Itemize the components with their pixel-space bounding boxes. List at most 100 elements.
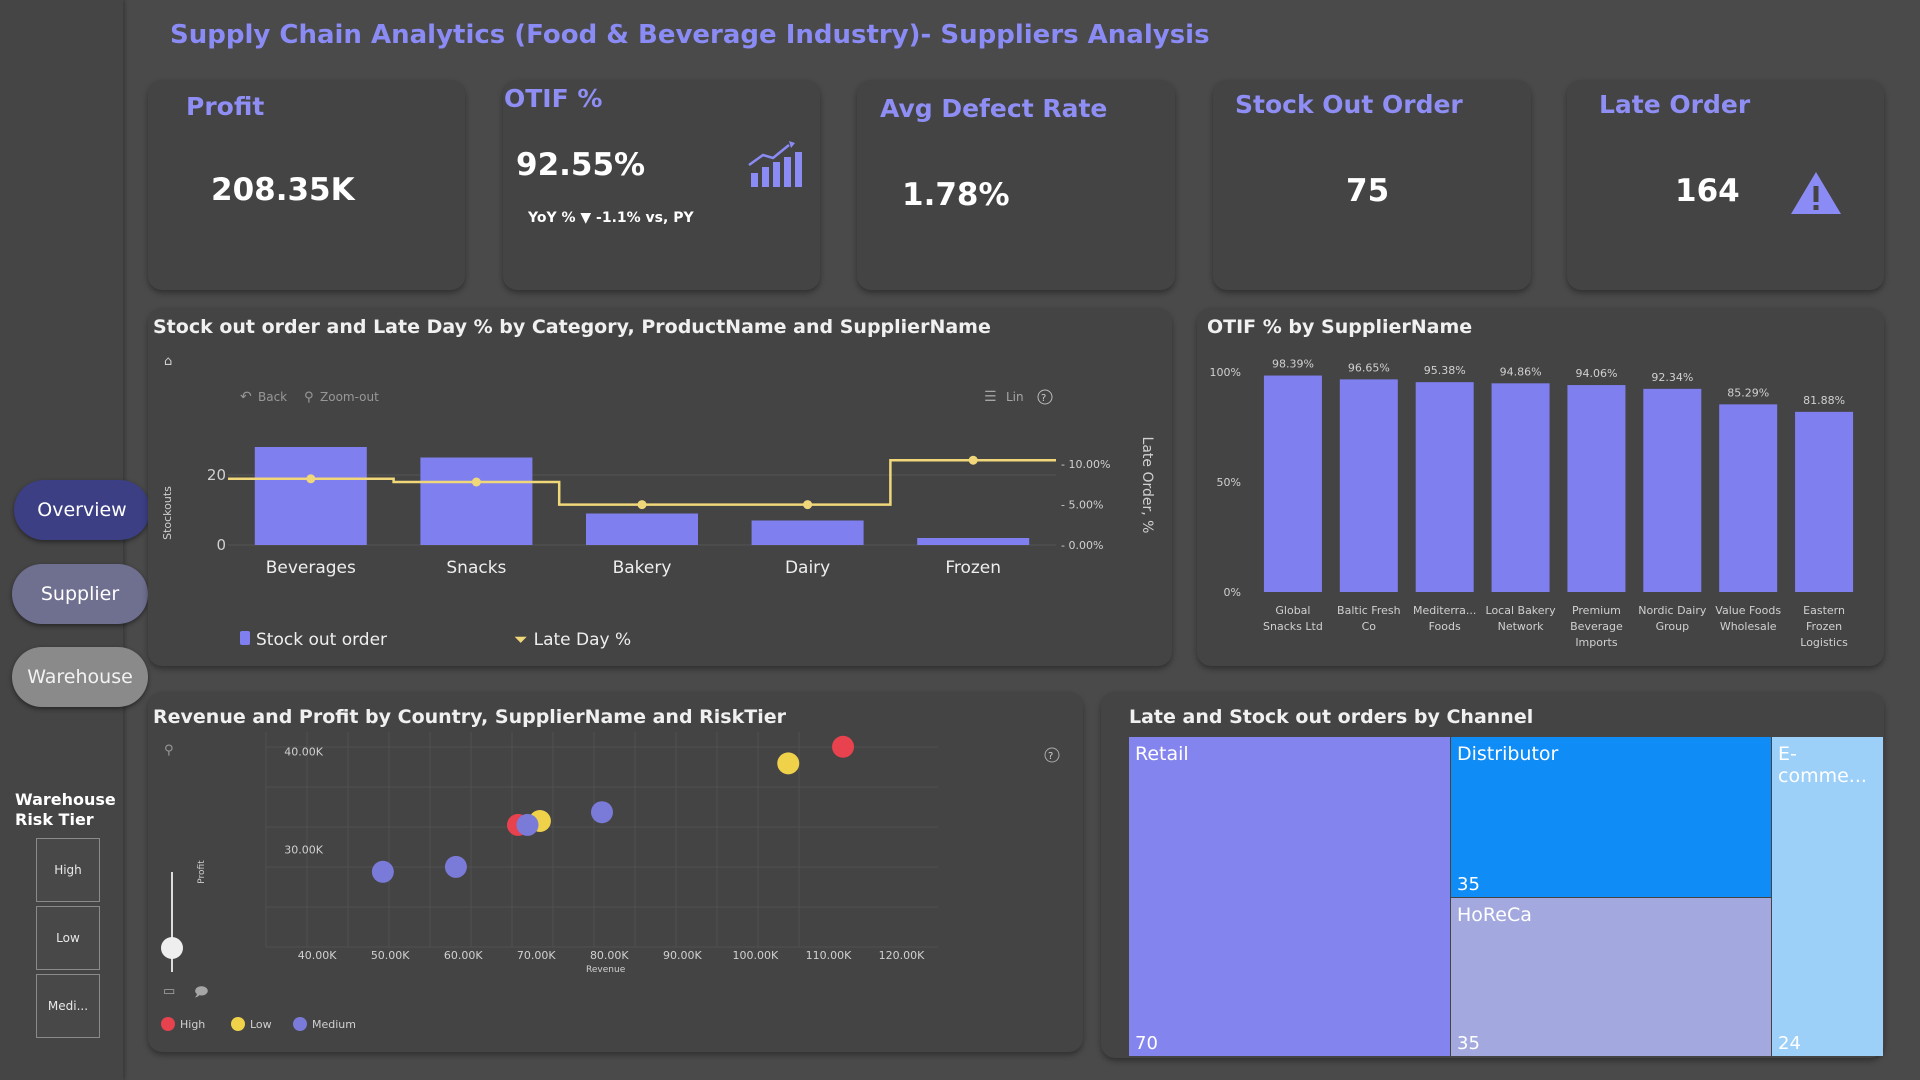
category-label: Snacks [446, 558, 506, 578]
help-icon [1044, 747, 1060, 763]
slicer-title: Warehouse Risk Tier [15, 790, 116, 829]
treemap-value: 35 [1457, 874, 1480, 895]
data-label: 92.34% [1651, 371, 1693, 384]
late-day-point [637, 500, 647, 510]
back-button[interactable]: Back [258, 390, 287, 404]
y-axis-title: Profit [197, 860, 207, 884]
legend-label: High [180, 1018, 205, 1031]
kpi-title: Late Order [1599, 90, 1751, 119]
otif-bar [1567, 385, 1626, 592]
x-tick-label: 80.00K [590, 949, 629, 962]
data-label: 95.38% [1424, 364, 1466, 377]
x-tick-label: 60.00K [444, 949, 483, 962]
scatter-point-medium[interactable] [371, 860, 394, 883]
left-tick-label: 0 [216, 536, 226, 554]
treemap-value: 24 [1778, 1033, 1801, 1054]
otif-bar [1795, 411, 1854, 592]
legend-marker [161, 1017, 175, 1031]
x-tick-label: 120.00K [879, 949, 925, 962]
y-axis-title: Stockouts [161, 486, 174, 540]
kpi-title: Avg Defect Rate [880, 94, 1108, 123]
svg-text:?: ? [1041, 393, 1046, 404]
lin-button[interactable]: Lin [1006, 390, 1024, 404]
kpi-title: Profit [186, 92, 265, 121]
otif-chart: 0% 50% 100% 98.39% Global Snacks Ltd 96.65% Bal… [1210, 358, 1854, 649]
late-day-point [803, 500, 813, 510]
legend-label: Stock out order [256, 630, 388, 650]
otif-bar [1339, 379, 1398, 592]
category-label: Nordic Dairy Group [1638, 604, 1707, 633]
image-icon: ▭ [163, 984, 175, 999]
visual-title: Late and Stock out orders by Channel [1129, 706, 1534, 728]
otif-chart-card: OTIF % by SupplierName 0% 50% 100% 98.39% Gl… [1197, 308, 1884, 666]
visual-title: OTIF % by SupplierName [1207, 316, 1473, 338]
slicer-item-high[interactable]: High [36, 838, 100, 902]
legend-label: Medium [312, 1018, 356, 1031]
treemap-label: Retail [1135, 743, 1189, 765]
right-tick-label: - 0.00% [1061, 539, 1103, 552]
late-day-point [471, 477, 481, 487]
late-day-point [306, 474, 316, 484]
nav-overview-button[interactable]: Overview [14, 480, 150, 540]
kpi-value: 92.55% [516, 147, 646, 183]
kpi-title: OTIF % [504, 84, 603, 113]
scatter-point-high[interactable] [832, 735, 855, 758]
scatter-point-medium[interactable] [516, 813, 539, 836]
category-label: Dairy [785, 558, 830, 578]
scatter-point-low[interactable] [777, 752, 800, 775]
page-title: Supply Chain Analytics (Food & Beverage … [170, 20, 1210, 50]
legend-stockout-order[interactable]: Stock out order [240, 630, 387, 650]
scatter-chart-card: Revenue and Profit by Country, SupplierN… [148, 692, 1083, 1052]
kpi-value: 208.35K [211, 172, 355, 208]
back-icon: ↶ [240, 389, 252, 405]
x-tick-label: 110.00K [806, 949, 852, 962]
legend-late-day[interactable]: ⏷ Late Day % [514, 630, 632, 650]
list-icon: ☰ [984, 389, 997, 405]
kpi-card-profit: Profit 208.35K [148, 80, 465, 290]
slicer-item-medium[interactable]: Medi... [36, 974, 100, 1038]
scatter-point-medium[interactable] [444, 855, 467, 878]
nav-warehouse-button[interactable]: Warehouse [12, 647, 148, 707]
treemap-cell-distributor[interactable]: Distributor 35 [1451, 737, 1771, 897]
category-label: Global Snacks Ltd [1263, 604, 1323, 633]
kpi-card-defect-rate: Avg Defect Rate 1.78% [857, 80, 1175, 290]
treemap-cell-retail[interactable]: Retail 70 [1129, 737, 1450, 1056]
kpi-title: Stock Out Order [1235, 90, 1463, 119]
slicer-item-low[interactable]: Low [36, 906, 100, 970]
late-day-line [228, 458, 1056, 506]
treemap-cell-ecommerce[interactable]: E-comme... 24 [1772, 737, 1883, 1056]
treemap-cell-horeca[interactable]: HoReCa 35 [1451, 898, 1771, 1056]
treemap-label: HoReCa [1457, 904, 1532, 926]
zoom-out-icon: ⚲ [304, 390, 314, 405]
category-label: Premium Beverage Imports [1570, 604, 1623, 649]
kpi-card-otif: OTIF % 92.55% YoY % ▼ -1.1% vs, PY [503, 80, 820, 290]
data-label: 85.29% [1727, 386, 1769, 399]
yoy-label: YoY % [528, 210, 576, 226]
zoom-slider-handle[interactable] [161, 937, 183, 959]
stockout-bar [917, 538, 1030, 545]
zoom-out-button[interactable]: Zoom-out [320, 390, 379, 404]
yoy-value: -1.1% vs, PY [596, 210, 694, 226]
otif-bar [1415, 382, 1474, 592]
svg-text:?: ? [1048, 751, 1053, 762]
kpi-value: 164 [1675, 173, 1740, 209]
treemap-label: E-comme... [1778, 743, 1867, 787]
category-label: Frozen [945, 558, 1001, 578]
warning-triangle-icon [1791, 172, 1841, 214]
x-axis-title: Revenue [586, 965, 626, 975]
kpi-value: 1.78% [902, 177, 1010, 213]
otif-bar [1263, 375, 1322, 592]
category-label: Eastern Frozen Logistics [1800, 604, 1848, 649]
data-label: 94.06% [1575, 367, 1617, 380]
kpi-card-stockout: Stock Out Order 75 [1213, 80, 1531, 290]
stockout-bar [586, 513, 698, 545]
x-tick-label: 100.00K [733, 949, 779, 962]
bar-chart-trend-icon [748, 141, 802, 187]
treemap-value: 70 [1135, 1033, 1158, 1054]
category-label: Baltic Fresh Co [1337, 604, 1401, 633]
category-label: Value Foods Wholesale [1715, 604, 1781, 633]
scatter-point-medium[interactable] [591, 801, 613, 824]
nav-supplier-button[interactable]: Supplier [12, 564, 148, 624]
x-tick-label: 50.00K [371, 949, 410, 962]
stockout-bar [420, 457, 533, 545]
